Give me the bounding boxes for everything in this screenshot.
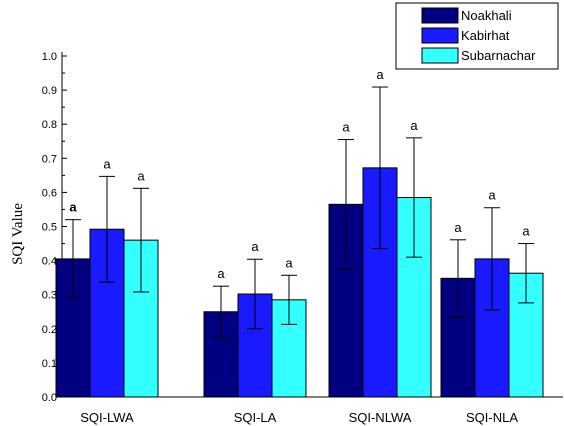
legend-swatch (421, 7, 459, 24)
legend: Noakhali Kabirhat Subarnachar (395, 2, 559, 70)
y-tick-label: 0.5 (42, 222, 57, 234)
significance-label: a (522, 224, 530, 239)
legend-label: Subarnachar (461, 48, 536, 63)
significance-label: a (454, 220, 462, 235)
y-tick-label: 0.8 (42, 119, 57, 131)
significance-label: a (103, 156, 111, 171)
category-label: SQI-LWA (80, 410, 134, 425)
y-tick-label: 0.3 (42, 290, 57, 302)
significance-label: a (410, 118, 418, 133)
legend-label: Noakhali (461, 8, 512, 23)
bar (396, 197, 432, 398)
y-tick-label: 0.9 (42, 85, 57, 97)
y-tick-label: 1.0 (42, 51, 57, 63)
category-label: SQI-NLWA (349, 410, 412, 425)
y-tick-label: 0.1 (42, 358, 57, 370)
significance-label: a (251, 239, 259, 254)
category-label: SQI-LA (234, 410, 277, 425)
category-label: SQI-NLA (466, 410, 518, 425)
y-tick-label: 0.0 (42, 392, 57, 404)
axes: 0.0 0.1 0.2 0.3 0.4 0.5 0.6 0.7 0.8 0.9 1.0 SQI-LWA… (42, 51, 563, 425)
legend-swatch (421, 47, 459, 64)
y-tick-label: 0.7 (42, 153, 57, 165)
y-tick-label: 0.6 (42, 187, 57, 199)
legend-label: Kabirhat (461, 28, 510, 43)
legend-swatch (421, 27, 459, 44)
significance-label: a (342, 120, 350, 135)
significance-label: a (69, 200, 77, 215)
y-tick-label: 0.4 (42, 256, 57, 268)
significance-label: a (137, 168, 145, 183)
y-axis-label: SQI Value (10, 203, 26, 265)
bars-group: a a a a a a a a a a a a (55, 67, 544, 398)
significance-label: a (376, 67, 384, 82)
y-tick-label: 0.2 (42, 324, 57, 336)
significance-label: a (285, 255, 293, 270)
significance-label: a (488, 188, 496, 203)
significance-label: a (217, 266, 225, 281)
